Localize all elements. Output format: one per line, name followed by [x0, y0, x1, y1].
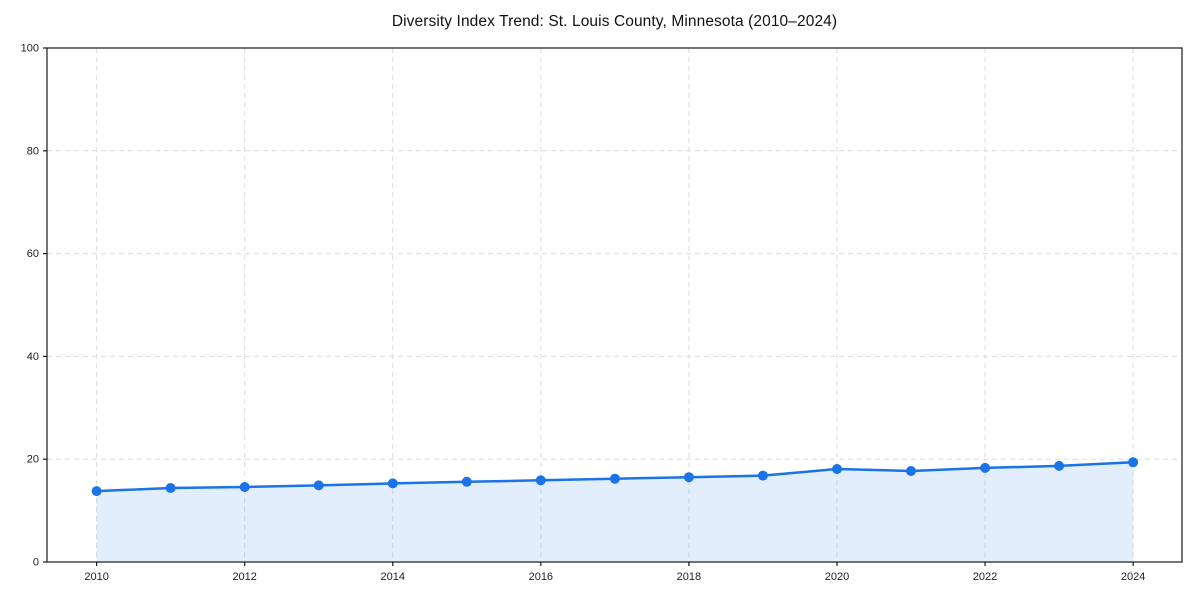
x-tick-label: 2014 [381, 571, 405, 583]
x-tick-label: 2020 [825, 571, 849, 583]
data-point-marker [683, 472, 694, 483]
data-point-marker [832, 464, 842, 474]
plot-border [46, 47, 1183, 563]
data-point-marker [91, 486, 102, 497]
data-point-marker [980, 462, 991, 473]
series-area-fill [96, 462, 1134, 562]
data-point-marker [1054, 460, 1065, 471]
data-point-marker [165, 483, 176, 493]
x-tick-label: 2022 [973, 571, 997, 583]
data-point-marker [757, 470, 768, 481]
data-point-marker [239, 482, 250, 492]
y-tick-label: 40 [27, 351, 39, 363]
data-point-marker [906, 466, 916, 476]
x-tick-label: 2024 [1121, 571, 1145, 583]
data-point-marker [535, 475, 546, 486]
x-tick-label: 2016 [529, 571, 553, 583]
x-tick-label: 2010 [84, 571, 108, 583]
y-tick-label: 100 [21, 43, 39, 55]
y-tick-label: 20 [27, 454, 39, 466]
y-tick-label: 0 [33, 557, 39, 569]
y-tick-label: 80 [27, 145, 39, 157]
x-tick-label: 2012 [232, 571, 256, 583]
data-point-marker [313, 480, 324, 491]
data-point-marker [609, 473, 620, 484]
x-tick-label: 2018 [677, 571, 701, 583]
data-point-marker [461, 476, 472, 487]
data-point-marker [1128, 457, 1139, 468]
chart-title: Diversity Index Trend: St. Louis County,… [391, 13, 838, 30]
data-point-marker [387, 478, 398, 489]
y-tick-label: 60 [27, 248, 39, 260]
